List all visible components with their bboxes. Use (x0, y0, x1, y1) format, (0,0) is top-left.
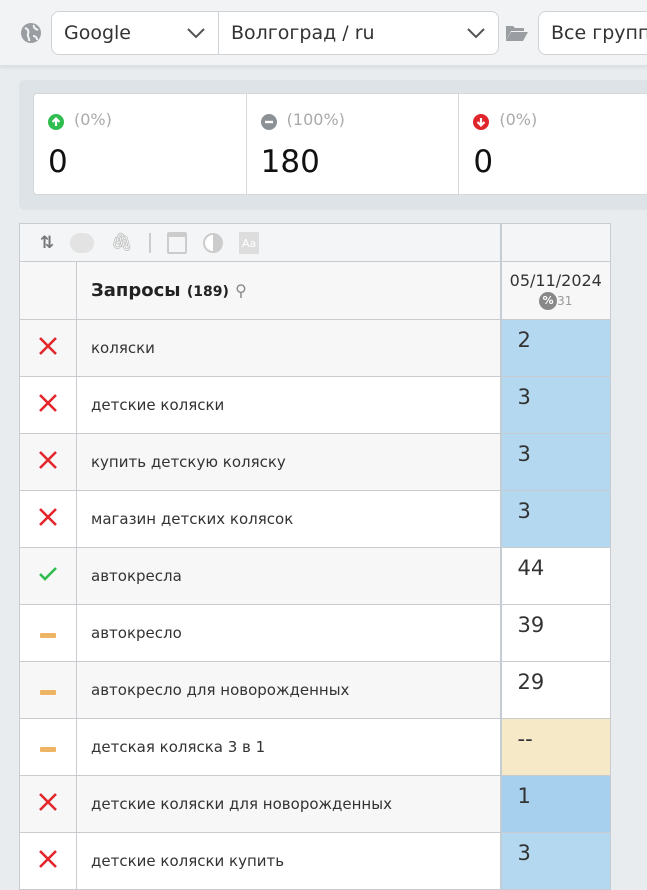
dash-icon (40, 689, 56, 695)
dash-icon (40, 746, 56, 752)
table-row[interactable]: автокресло для новорожденных 29 (19, 661, 611, 719)
arrow-down-circle-icon (473, 114, 490, 130)
table-row[interactable]: коляски 2 (19, 319, 611, 377)
status-cell (19, 604, 77, 662)
query-cell[interactable]: коляски (76, 319, 501, 377)
window-icon[interactable] (167, 231, 188, 254)
stat-down-percent: (0%) (499, 110, 538, 129)
group-value: Все группы (551, 22, 647, 44)
position-cell: 3 (499, 376, 611, 434)
table-row[interactable]: автокресла 44 (19, 547, 611, 605)
toolbar-divider (149, 232, 152, 253)
query-cell[interactable]: детская коляска 3 в 1 (76, 718, 501, 776)
query-cell[interactable]: детские коляски (76, 376, 501, 434)
status-cell (19, 547, 77, 605)
status-cell (19, 376, 77, 434)
top-toolbar: Google Волгоград / ru Все группы (0, 0, 647, 66)
position-cell: 3 (499, 433, 611, 491)
table-row[interactable]: детские коляски купить 3 (19, 832, 611, 890)
status-cell (19, 718, 77, 776)
status-cell (19, 433, 77, 491)
date-header[interactable]: 05/11/2024% 31 (499, 261, 611, 320)
queries-header[interactable]: Запросы (189) ⚲ (76, 261, 501, 320)
cross-icon (39, 451, 57, 469)
position-cell: 1 (499, 775, 611, 833)
stat-same-percent: (100%) (286, 110, 345, 129)
table-row[interactable]: детские коляски 3 (19, 376, 611, 434)
cross-icon (39, 394, 57, 412)
percent-count: 31 (557, 293, 573, 308)
status-header (19, 261, 77, 320)
region-select[interactable]: Волгоград / ru (218, 11, 499, 55)
position-cell: 3 (499, 490, 611, 548)
stat-up-percent: (0%) (74, 110, 112, 129)
stats-summary: (0%) 0 (100%) 180 (0%) 0 (33, 93, 647, 195)
query-cell[interactable]: автокресло для новорожденных (76, 661, 501, 719)
query-cell[interactable]: автокресло (76, 604, 501, 662)
positions-table: ⇅ 🖇 Aa Запросы (189) ⚲ 05/11/2024% 31 кол… (19, 223, 611, 890)
table-row[interactable]: купить детскую коляску 3 (19, 433, 611, 491)
cross-icon (39, 508, 57, 526)
query-cell[interactable]: автокресла (76, 547, 501, 605)
folder-open-icon (506, 26, 528, 41)
stat-same: (100%) 180 (247, 94, 460, 194)
stat-up: (0%) 0 (34, 94, 247, 194)
check-icon (39, 567, 57, 581)
toggle-icon[interactable] (70, 232, 95, 253)
paperclip-icon[interactable]: 🖇 (110, 232, 134, 253)
table-row[interactable]: автокресло 39 (19, 604, 611, 662)
query-cell[interactable]: детские коляски купить (76, 832, 501, 890)
percent-icon: % (539, 292, 558, 310)
stat-down: (0%) 0 (459, 94, 647, 194)
sort-icon[interactable]: ⇅ (40, 232, 55, 253)
status-cell (19, 490, 77, 548)
globe-icon (21, 23, 41, 43)
position-cell: 44 (499, 547, 611, 605)
table-toolbar: ⇅ 🖇 Aa (19, 223, 501, 262)
cross-icon (39, 850, 57, 868)
date-label: 05/11/2024 (509, 270, 602, 290)
position-cell: 3 (499, 832, 611, 890)
status-cell (19, 319, 77, 377)
minus-circle-icon (260, 114, 277, 130)
search-icon[interactable]: ⚲ (235, 281, 247, 300)
query-cell[interactable]: купить детскую коляску (76, 433, 501, 491)
table-row[interactable]: детская коляска 3 в 1 -- (19, 718, 611, 776)
region-value: Волгоград / ru (231, 22, 375, 44)
table-row[interactable]: магазин детских колясок 3 (19, 490, 611, 548)
cross-icon (39, 793, 57, 811)
contrast-icon[interactable] (203, 232, 224, 253)
arrow-up-circle-icon (48, 114, 64, 130)
status-cell (19, 832, 77, 890)
position-cell: 2 (499, 319, 611, 377)
stat-down-value: 0 (473, 144, 494, 180)
query-cell[interactable]: детские коляски для новорожденных (76, 775, 501, 833)
status-cell (19, 661, 77, 719)
queries-label: Запросы (91, 280, 181, 301)
chevron-down-icon (467, 28, 485, 39)
table-row[interactable]: детские коляски для новорожденных 1 (19, 775, 611, 833)
position-cell: -- (499, 718, 611, 776)
cross-icon (39, 337, 57, 355)
query-cell[interactable]: магазин детских колясок (76, 490, 501, 548)
engine-value: Google (64, 22, 132, 44)
search-engine-select[interactable]: Google (51, 11, 219, 55)
position-cell: 29 (499, 661, 611, 719)
chevron-down-icon (187, 28, 205, 39)
page-background (610, 223, 647, 884)
position-cell: 39 (499, 604, 611, 662)
status-cell (19, 775, 77, 833)
stat-same-value: 180 (260, 144, 320, 180)
queries-count: (189) (186, 284, 229, 300)
stat-up-value: 0 (48, 144, 68, 180)
dash-icon (40, 632, 56, 638)
date-toolbar-cell (499, 223, 611, 262)
group-select[interactable]: Все группы (538, 11, 647, 55)
font-size-icon[interactable]: Aa (239, 231, 260, 254)
